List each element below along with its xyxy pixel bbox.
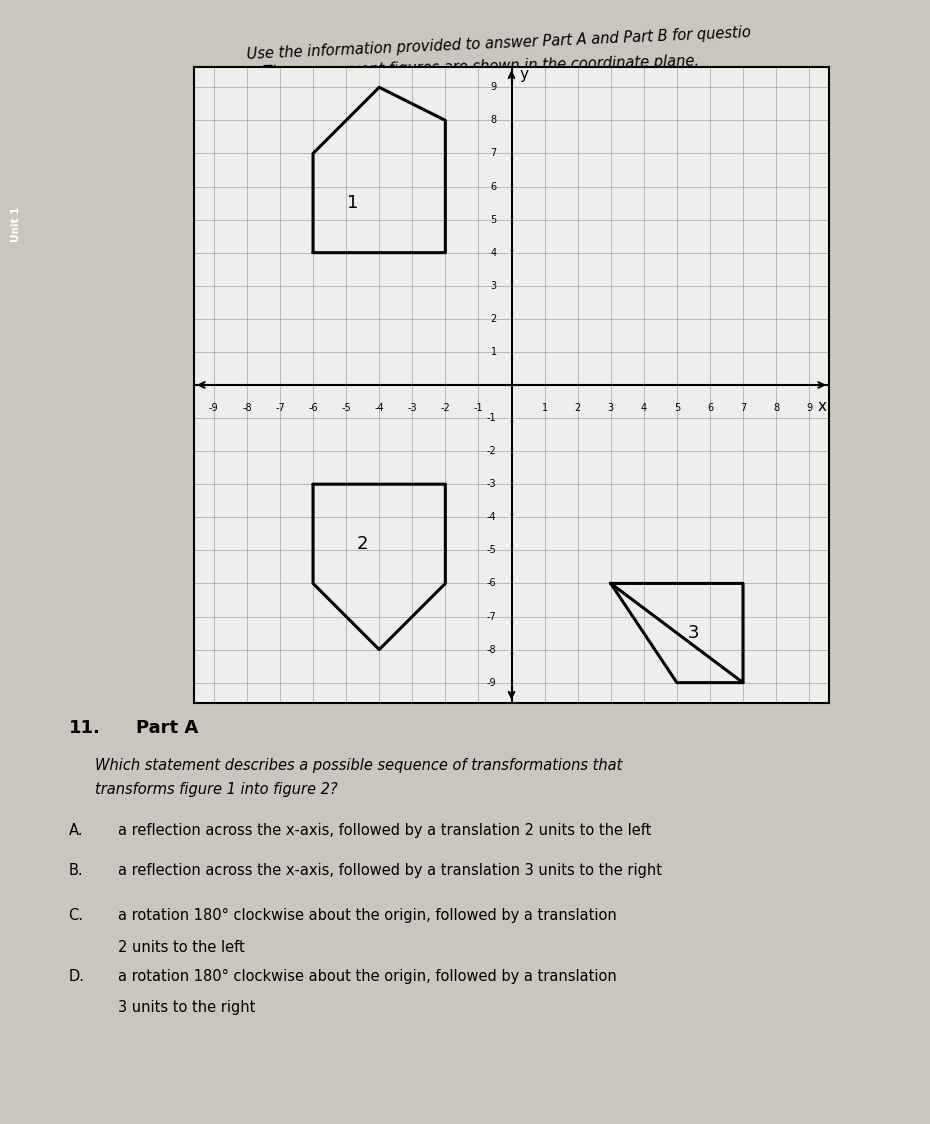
Text: 5: 5: [673, 404, 680, 414]
Text: Three congruent figures are shown in the coordinate plane.: Three congruent figures are shown in the…: [263, 54, 699, 81]
Text: -2: -2: [441, 404, 450, 414]
Text: a reflection across the x-axis, followed by a translation 2 units to the left: a reflection across the x-axis, followed…: [118, 823, 651, 837]
Text: a rotation 180° clockwise about the origin, followed by a translation: a rotation 180° clockwise about the orig…: [118, 908, 617, 923]
Text: -6: -6: [308, 404, 318, 414]
Text: -4: -4: [375, 404, 384, 414]
Text: transforms figure 1 into figure 2?: transforms figure 1 into figure 2?: [96, 782, 338, 797]
Text: y: y: [520, 66, 528, 82]
Text: a reflection across the x-axis, followed by a translation 3 units to the right: a reflection across the x-axis, followed…: [118, 863, 662, 878]
Text: 9: 9: [490, 82, 497, 92]
Text: -1: -1: [473, 404, 484, 414]
Text: 2: 2: [575, 404, 580, 414]
Text: 3: 3: [687, 624, 699, 642]
Text: 7: 7: [740, 404, 746, 414]
Text: 5: 5: [490, 215, 497, 225]
Text: Unit 1: Unit 1: [11, 207, 21, 243]
Text: 9: 9: [806, 404, 812, 414]
Text: 3 units to the right: 3 units to the right: [118, 1000, 255, 1015]
Text: -1: -1: [487, 413, 497, 423]
Text: -2: -2: [487, 446, 497, 456]
Text: -4: -4: [487, 513, 497, 523]
Text: -8: -8: [487, 644, 497, 654]
Text: 2 units to the left: 2 units to the left: [118, 940, 245, 954]
Text: 4: 4: [641, 404, 647, 414]
Text: 4: 4: [490, 247, 497, 257]
Text: -5: -5: [341, 404, 351, 414]
Text: 2: 2: [490, 314, 497, 324]
Text: -3: -3: [407, 404, 417, 414]
Text: 6: 6: [490, 181, 497, 191]
Text: -7: -7: [275, 404, 285, 414]
Text: -6: -6: [487, 579, 497, 589]
Text: -5: -5: [487, 545, 497, 555]
Text: Which statement describes a possible sequence of transformations that: Which statement describes a possible seq…: [96, 758, 623, 772]
Text: -9: -9: [487, 678, 497, 688]
Text: 7: 7: [490, 148, 497, 158]
Text: 3: 3: [490, 281, 497, 291]
Text: C.: C.: [69, 908, 84, 923]
Text: -9: -9: [209, 404, 219, 414]
Text: Use the information provided to answer Part A and Part B for questio: Use the information provided to answer P…: [246, 25, 751, 62]
Text: 2: 2: [357, 535, 368, 553]
Text: 6: 6: [707, 404, 713, 414]
Text: -8: -8: [242, 404, 252, 414]
Text: 8: 8: [490, 116, 497, 126]
Text: 8: 8: [773, 404, 779, 414]
Text: 1: 1: [490, 347, 497, 357]
Text: 11.: 11.: [69, 719, 100, 737]
Text: 3: 3: [607, 404, 614, 414]
Text: 1: 1: [347, 194, 358, 212]
Text: 1: 1: [541, 404, 548, 414]
Text: D.: D.: [69, 969, 85, 984]
Text: B.: B.: [69, 863, 83, 878]
Text: -3: -3: [487, 479, 497, 489]
Text: -7: -7: [487, 611, 497, 622]
Text: x: x: [817, 399, 827, 414]
Text: a rotation 180° clockwise about the origin, followed by a translation: a rotation 180° clockwise about the orig…: [118, 969, 617, 984]
Text: Part A: Part A: [136, 719, 198, 737]
Text: A.: A.: [69, 823, 83, 837]
